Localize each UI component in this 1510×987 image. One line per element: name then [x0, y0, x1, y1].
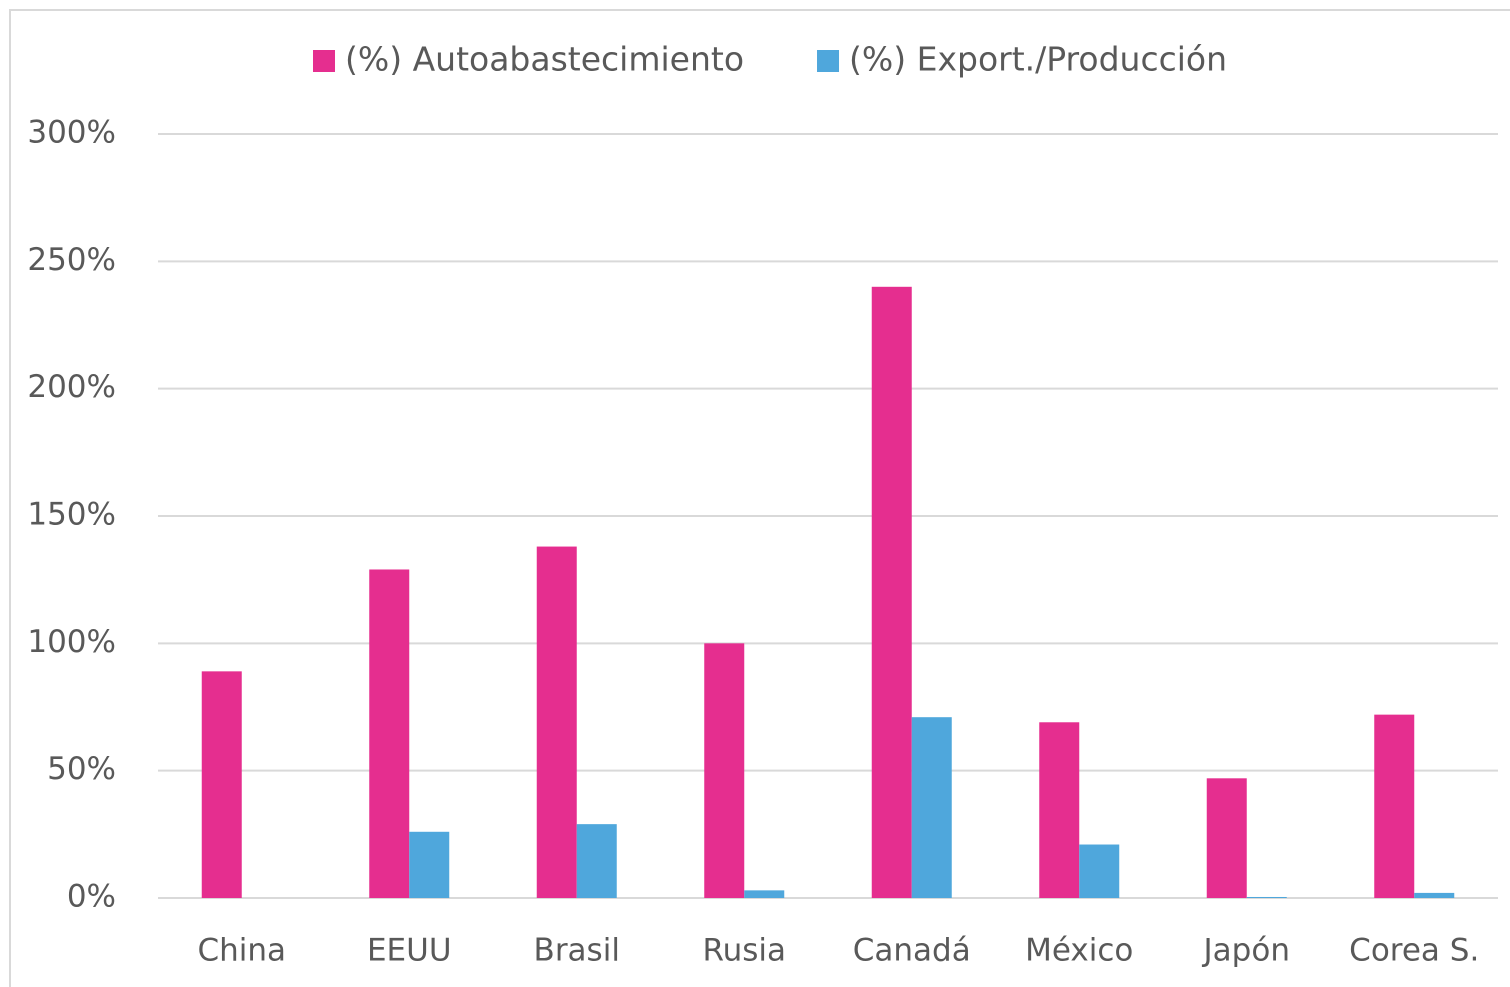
bar — [1374, 714, 1415, 898]
x-tick-label: China — [197, 933, 286, 969]
legend-label: (%) Export./Producción — [849, 40, 1227, 79]
legend-swatch — [313, 50, 335, 72]
bar — [1246, 896, 1287, 898]
legend-swatch — [817, 50, 840, 72]
bar — [536, 546, 577, 898]
y-tick-label: 250% — [27, 242, 116, 278]
x-tick-label: Brasil — [534, 933, 620, 969]
bar — [409, 831, 450, 898]
legend-label: (%) Autoabastecimiento — [345, 40, 744, 79]
bar — [704, 643, 745, 898]
bar — [871, 286, 912, 898]
x-tick-label: Canadá — [853, 933, 971, 969]
bar — [576, 824, 617, 898]
bar — [1039, 722, 1080, 898]
y-tick-label: 0% — [67, 879, 116, 915]
y-tick-label: 100% — [27, 624, 116, 660]
x-tick-label: Corea S. — [1349, 933, 1479, 969]
y-tick-label: 200% — [27, 369, 116, 405]
bar — [911, 717, 952, 898]
bar — [369, 569, 410, 898]
y-tick-label: 50% — [47, 751, 116, 787]
y-tick-label: 150% — [27, 497, 116, 533]
bar — [201, 671, 242, 898]
x-tick-label: Rusia — [702, 933, 786, 969]
y-tick-label: 300% — [27, 115, 116, 151]
bar — [1414, 892, 1455, 898]
chart-frame — [9, 9, 1510, 987]
bar — [1206, 778, 1247, 898]
x-tick-label: Japón — [1202, 933, 1290, 969]
x-tick-label: EEUU — [367, 933, 452, 969]
bar — [1079, 844, 1120, 898]
x-tick-label: México — [1025, 933, 1133, 969]
bar — [744, 890, 785, 898]
